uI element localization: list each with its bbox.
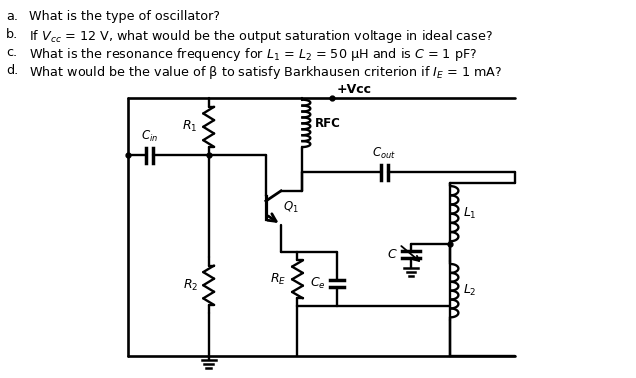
Text: $L_2$: $L_2$: [463, 283, 477, 298]
Text: $C$: $C$: [387, 248, 398, 261]
Text: $R_2$: $R_2$: [183, 278, 198, 293]
Text: What is the type of oscillator?: What is the type of oscillator?: [21, 10, 220, 23]
Text: What would be the value of β to satisfy Barkhausen criterion if $I_E$ = 1 mA?: What would be the value of β to satisfy …: [21, 64, 502, 81]
Text: $L_1$: $L_1$: [463, 206, 477, 221]
Text: $Q_1$: $Q_1$: [283, 200, 299, 215]
Text: What is the resonance frequency for $L_1$ = $L_2$ = 50 μH and is $C$ = 1 pF?: What is the resonance frequency for $L_1…: [21, 46, 478, 63]
Text: a.: a.: [6, 10, 18, 23]
Text: RFC: RFC: [315, 117, 341, 130]
Text: c.: c.: [6, 46, 17, 59]
Text: $C_{out}$: $C_{out}$: [373, 146, 396, 161]
Text: $R_E$: $R_E$: [270, 272, 287, 287]
Text: $C_{in}$: $C_{in}$: [141, 129, 158, 144]
Text: If $V_{cc}$ = 12 V, what would be the output saturation voltage in ideal case?: If $V_{cc}$ = 12 V, what would be the ou…: [21, 28, 493, 45]
Text: d.: d.: [6, 64, 18, 77]
Text: b.: b.: [6, 28, 18, 41]
Text: $C_e$: $C_e$: [310, 276, 326, 291]
Text: +Vcc: +Vcc: [337, 83, 372, 96]
Text: $R_1$: $R_1$: [183, 119, 198, 134]
